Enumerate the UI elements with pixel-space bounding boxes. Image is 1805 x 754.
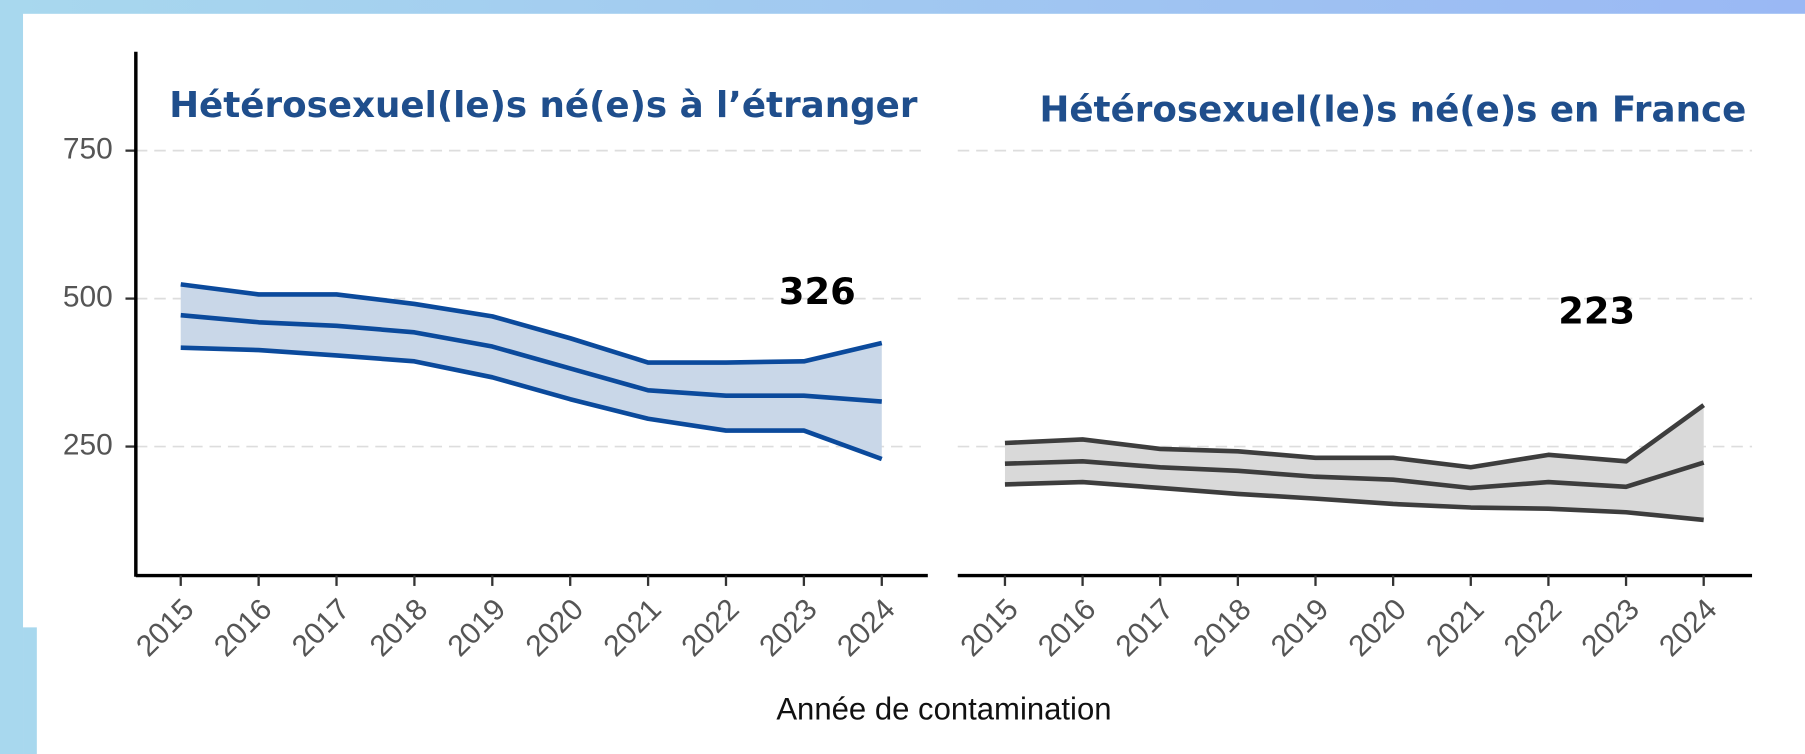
y-tick-label: 750 [63,133,113,166]
estimate-line [1004,459,1705,491]
side-band [23,627,37,754]
y-tick-label: 250 [63,428,113,461]
panel-title: Hétérosexuel(le)s né(e)s à l’étranger [169,85,918,126]
lower-bound-line [1004,479,1704,523]
lower-bound-line [180,345,883,462]
value-annotation: 223 [1558,290,1635,333]
upper-bound-line [180,282,883,365]
y-tick-label: 500 [63,281,113,314]
value-annotation: 326 [779,270,856,313]
x-axis-label: Année de contamination [776,692,1111,727]
plot-background [23,13,1805,754]
confidence-band [1004,405,1704,520]
top-band [0,0,1805,14]
upper-bound-line [1004,403,1706,470]
panel-title: Hétérosexuel(le)s né(e)s en France [1039,90,1746,131]
estimate-line [180,312,882,404]
